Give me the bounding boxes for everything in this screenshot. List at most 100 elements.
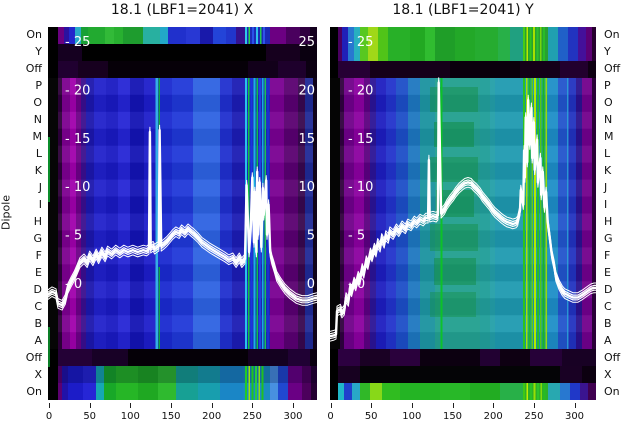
heatmap-cell (548, 383, 560, 400)
heatmap-cell (311, 366, 317, 400)
heatmap-cell (251, 366, 254, 400)
heatmap-cell (344, 78, 354, 349)
heatmap-cell (118, 78, 130, 349)
heatmap-cell (70, 78, 76, 349)
heatmap-cell (526, 78, 528, 349)
heatmap-cell (562, 349, 596, 366)
heatmap-cell (58, 44, 82, 61)
heatmap-cell (193, 78, 220, 349)
heatmap-cell (232, 78, 247, 349)
heatmap-cell (342, 27, 348, 61)
heatmap-cell (88, 27, 105, 44)
heatmap-cell (270, 27, 286, 44)
heatmap-cell (264, 78, 266, 349)
heatmap-cell (64, 27, 69, 44)
x-axis: 0 50 100 150 200 250 300 0 50 100 150 200 250 300 (0, 400, 640, 440)
dipole-label: X (604, 367, 612, 381)
heatmap-cell (540, 383, 542, 400)
heatmap-cell (500, 349, 530, 366)
heatmap-cell (252, 27, 254, 44)
heatmap-cell (528, 78, 531, 349)
heatmap-cell (310, 349, 317, 366)
dipole-label: O (604, 96, 613, 110)
heatmap-cell (408, 78, 420, 349)
x-tick-label: 0 (45, 411, 53, 422)
heatmap-cell (520, 61, 560, 78)
heatmap-cell (533, 27, 535, 61)
x-tick-label: 50 (364, 411, 378, 422)
heatmap-cell (105, 27, 114, 44)
heatmap-cell (58, 78, 62, 349)
heatmap-cell (116, 366, 138, 400)
value-tick-label: - 15 (65, 132, 90, 147)
heatmap-cell (338, 349, 360, 366)
heatmap-cell (425, 27, 435, 61)
dipole-label: J (38, 181, 42, 195)
heatmap-cell (567, 78, 569, 349)
heatmap-cell (248, 27, 250, 44)
heatmap-cell (440, 383, 470, 400)
heatmap-cell (582, 78, 592, 349)
dipole-label: C (34, 299, 42, 313)
heatmap-cell (378, 27, 388, 61)
heatmap-cell (330, 366, 338, 383)
heatmap-cell (48, 61, 58, 78)
heatmap-cell (263, 27, 265, 44)
heatmap-cell (58, 111, 313, 129)
heatmap-cell (96, 366, 104, 400)
heatmap-cell (81, 78, 86, 349)
heatmap-cell (58, 77, 313, 95)
dipole-label: A (34, 333, 42, 347)
signal-trace (48, 124, 317, 301)
heatmap-cell (86, 78, 94, 349)
heatmap-cell (592, 27, 596, 61)
heatmap-cell (58, 366, 317, 383)
dipole-label: Off (604, 62, 621, 76)
dipole-label: On (604, 28, 620, 42)
value-tick-label: 10 (298, 180, 315, 195)
heatmap-cell (305, 78, 313, 349)
dipole-label: Off (604, 350, 621, 364)
heatmap-cell (530, 349, 562, 366)
signal-trace (330, 77, 596, 332)
heatmap-cell (582, 366, 596, 383)
heatmap-cell (542, 78, 545, 349)
heatmap-cell (576, 78, 582, 349)
heatmap-cell (245, 366, 247, 400)
dipole-label: H (604, 214, 613, 228)
heatmap-cell (128, 349, 248, 366)
dipole-label: N (33, 113, 42, 127)
heatmap-cell (588, 61, 596, 78)
heatmap-cell (396, 78, 408, 349)
heatmap-cell (200, 27, 213, 44)
x-tick (49, 403, 50, 408)
heatmap-cell (450, 61, 520, 78)
heatmap-cell (330, 383, 338, 400)
x-tick (130, 403, 132, 408)
heatmap-cell (480, 78, 495, 349)
heatmap-cell (58, 145, 313, 163)
heatmap-cell (48, 327, 50, 367)
heatmap-cell (284, 78, 298, 349)
heatmap-cell (168, 27, 186, 44)
value-tick-label: - 5 (348, 229, 365, 244)
heatmap-cell (570, 383, 580, 400)
heatmap-cell (68, 366, 83, 400)
heatmap-cell (568, 78, 576, 349)
heatmap-cell (58, 196, 313, 214)
dipole-labels-left: On Y Off P O N M L K J I H G F E D C B A Off X On (0, 0, 42, 440)
x-tick (574, 403, 576, 408)
heatmap-cell (558, 78, 568, 349)
heatmap-cell (480, 349, 500, 366)
heatmap-cell (338, 27, 342, 61)
heatmap-cell (588, 383, 596, 400)
heatmap-cell (213, 27, 226, 44)
dipole-label: I (604, 198, 608, 212)
value-tick-label: - 25 (348, 35, 373, 50)
x-tick-label: 100 (120, 411, 140, 422)
heatmap-cell (435, 27, 455, 61)
x-tick-label: 150 (161, 411, 181, 422)
heatmap-cell (278, 61, 306, 78)
heatmap-cell (248, 366, 250, 400)
